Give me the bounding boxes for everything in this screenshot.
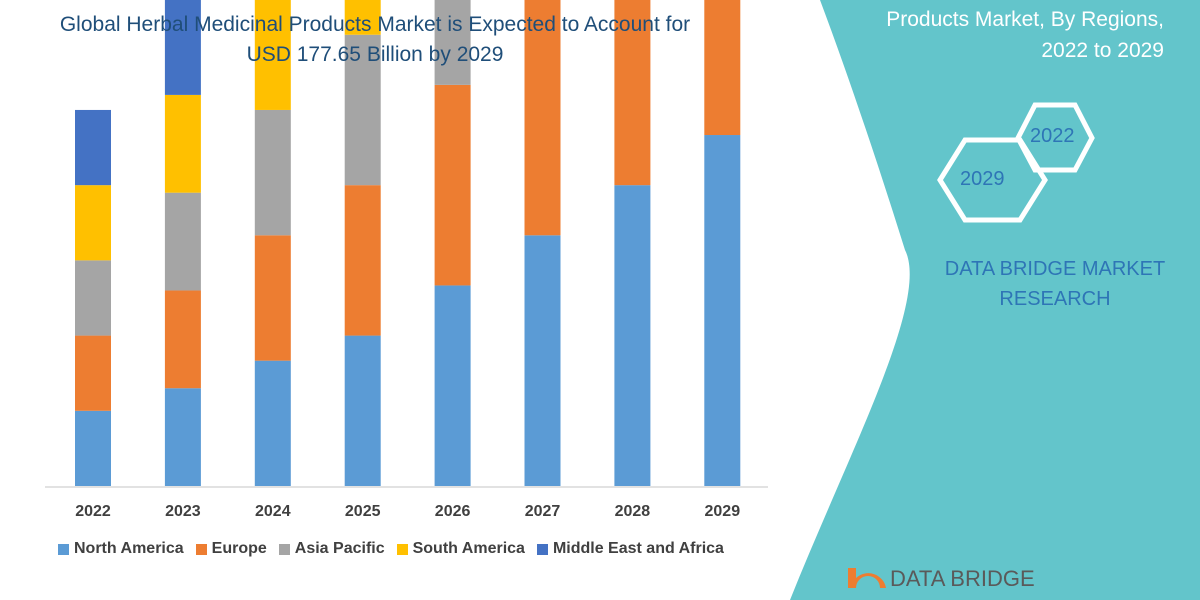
- logo-icon: [848, 568, 886, 588]
- legend-item: Europe: [195, 540, 267, 558]
- legend-swatch: [195, 543, 207, 555]
- bar-2022-south-america: [75, 185, 111, 261]
- x-tick-label: 2029: [704, 503, 741, 520]
- bar-2025-asia-pacific: [344, 34, 381, 186]
- bar-2026-europe: [434, 84, 471, 286]
- x-tick-label: 2025: [344, 503, 381, 520]
- x-tick-label: 2023: [165, 503, 201, 520]
- legend-label: Middle East and Africa: [552, 540, 724, 557]
- legend-label: Asia Pacific: [294, 540, 385, 557]
- bar-2023-middle-east-and-africa: [164, 0, 201, 95]
- legend-item: South America: [396, 540, 525, 558]
- legend-label: Europe: [211, 540, 267, 557]
- legend-item: North America: [58, 540, 184, 558]
- bar-2022-europe: [75, 335, 111, 411]
- bar-2026-north-america: [434, 285, 471, 486]
- bar-2028-north-america: [614, 185, 651, 486]
- bar-2025-south-america: [344, 0, 381, 35]
- legend: North America Europe Asia Pacific South Ame…: [58, 540, 724, 558]
- bar-2023-south-america: [164, 94, 201, 193]
- bar-2029-north-america: [704, 135, 741, 486]
- bar-2025-europe: [344, 185, 381, 336]
- brand-text: DATA BRIDGE MARKET RESEARCH: [925, 254, 1185, 314]
- bar-2027-north-america: [524, 235, 561, 486]
- side-title: Products Market, By Regions, 2022 to 202…: [886, 4, 1164, 66]
- x-tick-label: 2026: [434, 503, 471, 520]
- bar-2026-asia-pacific: [434, 0, 471, 85]
- bar-2024-north-america: [254, 360, 291, 486]
- chart-title: Global Herbal Medicinal Products Market …: [59, 13, 691, 66]
- bar-2022-asia-pacific: [75, 260, 111, 336]
- bar-2024-south-america: [254, 0, 291, 110]
- legend-swatch: [536, 543, 548, 555]
- bar-2022-north-america: [75, 410, 111, 486]
- legend-label: North America: [74, 540, 184, 557]
- bar-2023-asia-pacific: [164, 192, 201, 291]
- bar-2023-europe: [164, 290, 201, 389]
- x-tick-label: 2022: [75, 503, 111, 520]
- x-tick-label: 2027: [524, 503, 561, 520]
- bar-2029-europe: [704, 0, 741, 136]
- bar-2025-north-america: [344, 335, 381, 486]
- legend-swatch: [396, 543, 408, 555]
- bar-2027-europe: [524, 0, 561, 236]
- hex-label-2029: 2029: [960, 168, 1005, 190]
- side-panel: [790, 0, 1200, 600]
- legend-item: Asia Pacific: [278, 540, 385, 558]
- bar-2023-north-america: [164, 388, 201, 486]
- bar-2028-europe: [614, 0, 651, 186]
- legend-item: Middle East and Africa: [536, 540, 724, 558]
- x-tick-label: 2024: [255, 503, 291, 520]
- legend-swatch: [58, 543, 69, 555]
- brand-line: DATA BRIDGE MARKET: [944, 258, 1166, 280]
- bar-2024-asia-pacific: [254, 109, 291, 236]
- hexagon-2022: [1015, 102, 1095, 173]
- brand-line: RESEARCH: [999, 288, 1111, 310]
- x-tick-label: 2028: [614, 503, 651, 520]
- hex-label-2022: 2022: [1030, 125, 1075, 147]
- logo-text: DATA BRIDGE: [890, 566, 1035, 591]
- bar-2022-middle-east-and-africa: [75, 109, 111, 186]
- side-title-line: 2022 to 2029: [1041, 39, 1164, 62]
- bar-2024-europe: [254, 235, 291, 361]
- legend-swatch: [278, 543, 290, 555]
- side-title-line: Products Market, By Regions,: [886, 8, 1164, 31]
- bars: [75, 0, 741, 486]
- legend-label: South America: [412, 540, 525, 557]
